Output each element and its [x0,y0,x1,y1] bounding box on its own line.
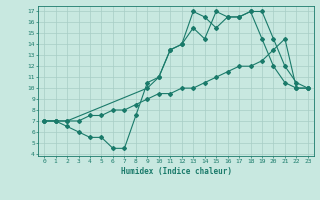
X-axis label: Humidex (Indice chaleur): Humidex (Indice chaleur) [121,167,231,176]
